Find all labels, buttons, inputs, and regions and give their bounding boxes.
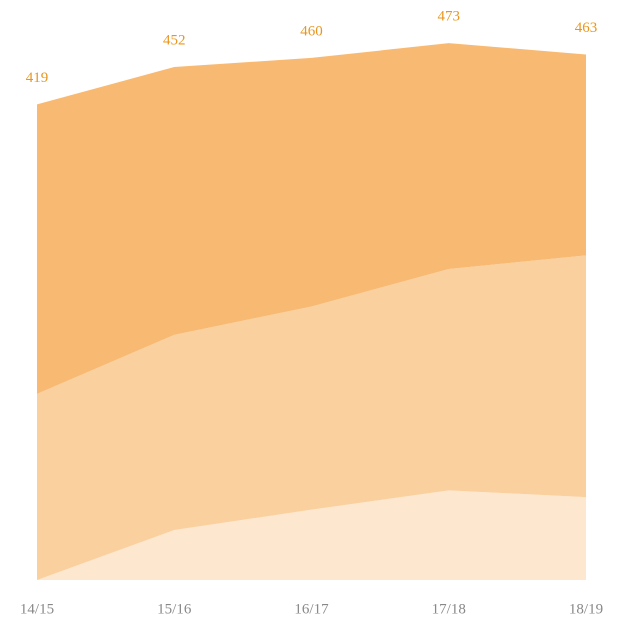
total-label: 419: [26, 70, 49, 86]
x-tick-label: 18/19: [569, 601, 603, 617]
total-label: 463: [575, 20, 598, 36]
total-label: 452: [163, 32, 186, 48]
x-tick-label: 15/16: [157, 601, 192, 617]
area: [37, 43, 586, 394]
x-tick-label: 14/15: [20, 601, 54, 617]
area: [37, 255, 586, 580]
x-tick-label: 17/18: [432, 601, 466, 617]
x-tick-label: 16/17: [294, 601, 329, 617]
total-label: 460: [300, 23, 323, 39]
area: [37, 490, 586, 580]
total-label: 473: [438, 9, 461, 25]
